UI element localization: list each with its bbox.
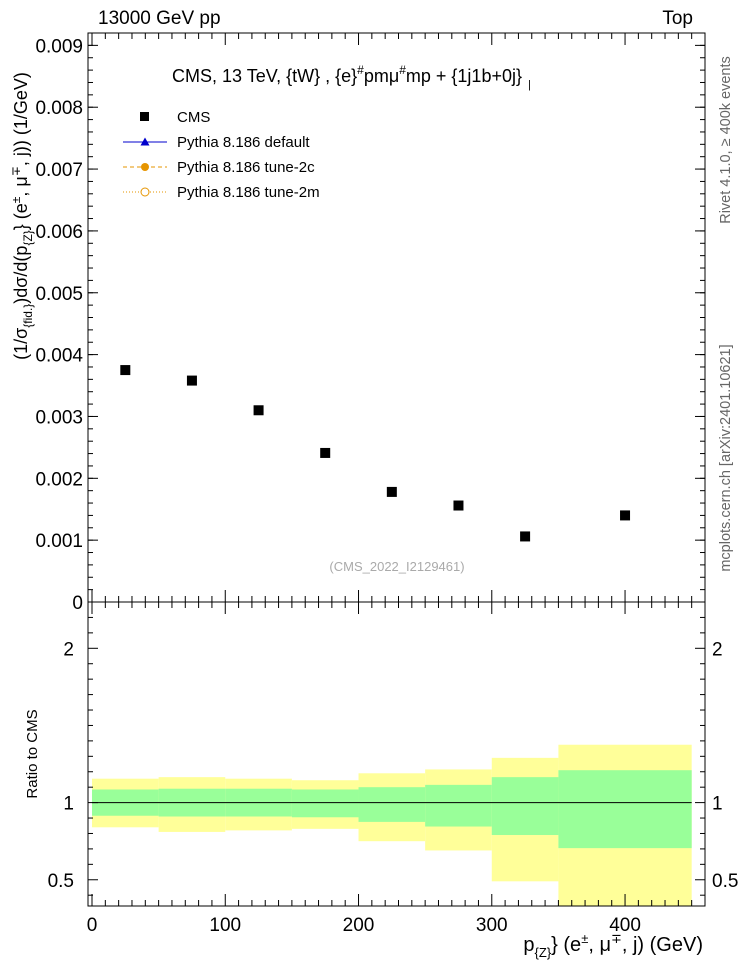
ratio-y-axis-label: Ratio to CMS bbox=[24, 709, 41, 798]
legend: CMS Pythia 8.186 default Pythia 8.186 tu… bbox=[123, 109, 320, 201]
ratio-y-tick-label: 1 bbox=[63, 794, 74, 815]
cms-data-point bbox=[320, 447, 331, 458]
main-x-axis-ticks bbox=[91, 33, 693, 602]
main-y-tick-label: 0.006 bbox=[35, 222, 83, 243]
main-y-tick-label: 0 bbox=[72, 593, 83, 614]
ratio-y-tick-label-right: 2 bbox=[712, 639, 723, 660]
main-data-points bbox=[120, 365, 631, 542]
ratio-x-tick-label: 0 bbox=[87, 915, 98, 936]
ratio-panel-frame bbox=[87, 601, 706, 907]
main-y-tick-label: 0.001 bbox=[35, 531, 83, 552]
chart-title-mid: pmμ bbox=[364, 66, 399, 86]
chart-title-sub: | bbox=[528, 79, 531, 91]
analysis-watermark: (CMS_2022_I2129461) bbox=[329, 559, 464, 574]
cms-data-point bbox=[253, 405, 264, 416]
main-y-tick-label: 0.005 bbox=[35, 284, 83, 305]
ratio-stat-band-bin bbox=[291, 789, 359, 818]
main-y-tick-label: 0.003 bbox=[35, 407, 83, 428]
cms-data-point bbox=[453, 500, 464, 511]
main-y-tick-label: 0.009 bbox=[35, 36, 83, 57]
cms-data-point bbox=[186, 375, 197, 386]
chart-title: CMS, 13 TeV, {tW} , {e}#pmμ#mp + {1j1b+0… bbox=[172, 63, 531, 91]
chart-title-sup2: # bbox=[399, 63, 406, 77]
ratio-y-axis-ticks: 0.5 0.5 1 1 2 2 bbox=[48, 616, 738, 896]
header-energy-label: 13000 GeV pp bbox=[98, 8, 221, 29]
ratio-y-tick-label-right: 0.5 bbox=[712, 871, 738, 892]
main-y-tick-label: 0.002 bbox=[35, 469, 83, 490]
chart-title-sup1: # bbox=[357, 63, 364, 77]
ratio-stat-band-bin bbox=[425, 784, 492, 827]
legend-label-default: Pythia 8.186 default bbox=[177, 134, 310, 151]
main-y-axis-ticks: 0 0.001 0.002 0.003 0.004 0.005 0.006 0.007 0.00… bbox=[35, 32, 705, 614]
ratio-x-axis-ticks: 0 100 200 300 400 bbox=[87, 602, 693, 936]
header-process-label: Top bbox=[662, 8, 693, 29]
ratio-stat-band-bin bbox=[558, 770, 692, 849]
cms-data-point bbox=[520, 531, 531, 542]
legend-marker-tune-2m bbox=[140, 187, 150, 197]
main-y-axis-label: (1/σ{fid.})dσ/d(p{Z}} (e±, μ∓, j)) (1/Ge… bbox=[9, 72, 35, 360]
ratio-stat-band bbox=[91, 770, 692, 849]
ratio-x-tick-label: 300 bbox=[476, 915, 508, 936]
x-axis-label: p{Z}} (e±, μ∓, j) (GeV) bbox=[523, 931, 703, 960]
main-y-tick-label: 0.007 bbox=[35, 160, 83, 181]
ratio-y-tick-label: 2 bbox=[63, 639, 74, 660]
ratio-stat-band-bin bbox=[358, 787, 426, 822]
legend-marker-cms bbox=[140, 112, 149, 121]
legend-label-tune-2m: Pythia 8.186 tune-2m bbox=[177, 184, 320, 201]
main-y-tick-label: 0.004 bbox=[35, 346, 83, 367]
cms-data-point bbox=[386, 486, 397, 497]
ratio-panel: 0.5 0.5 1 1 2 2 0 100 200 300 400 Ratio to CMS p{… bbox=[24, 601, 738, 960]
chart-title-tail: mp + {1j1b+0j} bbox=[406, 66, 522, 86]
legend-marker-tune-2c bbox=[141, 163, 149, 171]
ratio-y-tick-label-right: 1 bbox=[712, 794, 723, 815]
main-y-tick-label: 0.008 bbox=[35, 98, 83, 119]
legend-label-tune-2c: Pythia 8.186 tune-2c bbox=[177, 159, 315, 176]
ratio-stat-band-bin bbox=[491, 777, 559, 836]
ratio-y-tick-label: 0.5 bbox=[48, 871, 74, 892]
main-panel: 0 0.001 0.002 0.003 0.004 0.005 0.006 0.007 0.00… bbox=[9, 32, 706, 614]
ratio-x-tick-label: 200 bbox=[343, 915, 375, 936]
ratio-x-tick-label: 400 bbox=[609, 915, 641, 936]
ratio-x-tick-label: 100 bbox=[209, 915, 241, 936]
legend-marker-default bbox=[140, 137, 150, 146]
cms-data-point bbox=[620, 510, 631, 521]
legend-label-cms: CMS bbox=[177, 109, 210, 126]
chart-title-main: CMS, 13 TeV, {tW} , {e} bbox=[172, 66, 357, 86]
cms-data-point bbox=[120, 365, 131, 376]
